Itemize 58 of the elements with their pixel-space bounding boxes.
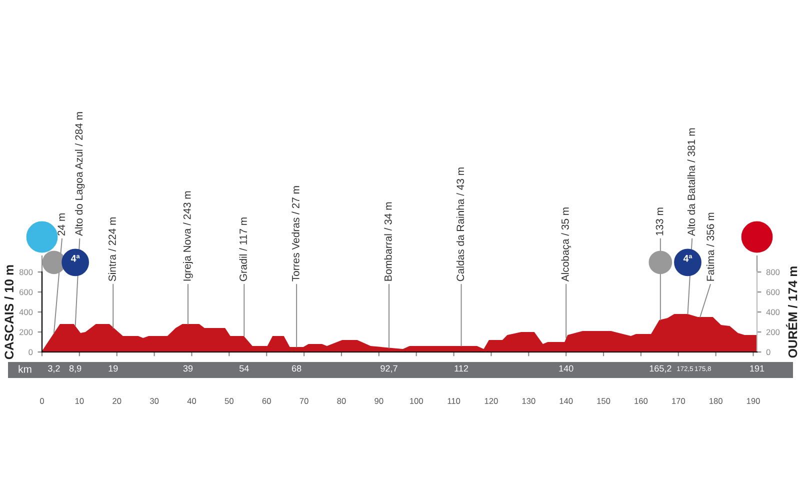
x2-tick-label: 68 [292,365,302,372]
text: km [18,365,32,373]
annotation: Torres Vedras / 27 m [292,186,300,282]
annotation: Gradil / 117 m [239,218,247,282]
x-tick-label: 90 [374,398,384,404]
y2-tick-label: 0 [766,349,770,356]
x-tick-label: 140 [560,398,573,404]
x-tick-label: 150 [597,398,610,404]
x2-tick-label: 8,9 [69,365,82,373]
annotation: Igreja Nova / 243 m [183,191,193,281]
annotation: Alto da Batalha / 381 m [687,128,696,236]
y-tick-label: 0 [28,349,33,356]
x-tick-label: 30 [150,398,159,404]
annotation: Caldas da Rainha / 43 m [456,168,464,282]
x-tick-label: 110 [448,398,460,404]
y2-tick-label: 600 [766,289,780,296]
x-tick-label: 0 [40,398,44,404]
x2-tick-label: 191 [750,365,764,372]
y-tick-label: 400 [19,309,33,316]
text: 4ª [70,254,80,262]
x-tick-label: 70 [300,398,308,404]
y2-tick-label: 800 [766,269,780,276]
x2-tick-label: 39 [183,365,193,372]
x2-tick-label: 19 [108,365,118,372]
x-tick-label: 180 [710,398,722,404]
x-tick-label: 10 [75,398,84,404]
x-tick-label: 160 [634,398,648,404]
x-tick-label: 20 [112,398,122,404]
x-tick-label: 120 [484,398,498,404]
annotation: Fatima / 356 m [706,212,714,281]
annotation: Alcobaça / 35 m [561,208,571,282]
annotation: Sintra / 224 m [108,217,116,282]
x2-tick-label: 165,2 [650,365,672,373]
x-tick-label: 130 [522,398,536,404]
x-tick-label: 100 [410,398,423,404]
y-tick-label: 200 [19,329,33,336]
x2-tick-label: 140 [559,365,574,372]
y-tick-label: 600 [19,289,33,296]
x2-tick-label: 3,2 [48,365,60,373]
x-tick-label: 50 [224,398,234,404]
x-tick-label: 170 [672,398,686,404]
x2-tick-label: 54 [239,365,249,372]
annotation: Bombarral / 34 m [384,202,392,281]
x-tick-label: 80 [337,398,346,404]
x-tick-label: 60 [262,398,271,404]
y2-tick-label: 200 [766,329,780,336]
y-tick-label: 800 [19,269,33,276]
x-tick-label: 40 [187,398,196,404]
annotation: 133 m [656,208,664,236]
x-tick-label: 190 [746,398,760,404]
x2-tick-label: 92,7 [380,365,398,373]
y-axis-title: CASCAIS / 10 m [4,265,14,360]
x2-tick-label: 112 [454,365,468,372]
y2-tick-label: 400 [766,309,780,316]
text: 4ª [683,254,692,262]
annotation: Alto do Lagoa Azul / 284 m [74,112,85,236]
annotation: 24 m [58,214,65,236]
y2-axis-title: OURÉM / 174 m [786,266,798,358]
